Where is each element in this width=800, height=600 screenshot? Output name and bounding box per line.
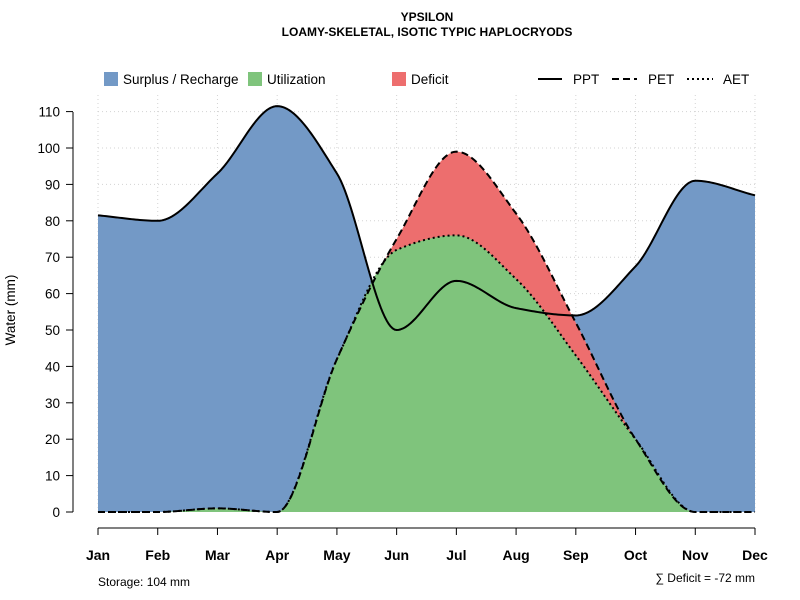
- chart-subtitle: LOAMY-SKELETAL, ISOTIC TYPIC HAPLOCRYODS: [282, 25, 573, 39]
- x-tick-label-mar: Mar: [205, 547, 230, 563]
- legend-label-deficit: Deficit: [411, 72, 449, 87]
- chart-title: YPSILON: [401, 10, 454, 24]
- x-tick-label-jun: Jun: [384, 547, 409, 563]
- axes: [72, 112, 755, 529]
- x-tick-label-nov: Nov: [682, 547, 709, 563]
- x-tick-label-oct: Oct: [624, 547, 648, 563]
- x-tick-label-feb: Feb: [145, 547, 170, 563]
- series-lines: [97, 105, 756, 513]
- y-tick-label-8: 80: [45, 214, 60, 229]
- y-tick-label-1: 10: [45, 469, 60, 484]
- y-tick-label-5: 50: [45, 323, 60, 338]
- series-line-pet: [98, 150, 755, 513]
- x-tick-label-may: May: [323, 547, 350, 563]
- y-tick-label-2: 20: [45, 432, 60, 447]
- legend-label-aet: AET: [723, 72, 749, 87]
- legend-label-surplus: Surplus / Recharge: [123, 72, 239, 87]
- series-line-aet: [98, 234, 755, 513]
- storage-note: Storage: 104 mm: [98, 575, 190, 589]
- x-tick-label-aug: Aug: [502, 547, 529, 563]
- area-utilization: [98, 235, 755, 513]
- legend-label-pet: PET: [648, 72, 674, 87]
- deficit-note: ∑ Deficit = -72 mm: [655, 571, 755, 585]
- y-tick-label-10: 100: [37, 141, 60, 156]
- y-tick-label-6: 60: [45, 287, 60, 302]
- series-line-ppt: [97, 105, 756, 331]
- y-tick-label-11: 110: [38, 105, 60, 120]
- x-tick-label-jan: Jan: [86, 547, 110, 563]
- y-tick-label-0: 0: [52, 505, 60, 520]
- x-tick-label-sep: Sep: [563, 547, 589, 563]
- y-tick-label-7: 70: [45, 250, 60, 265]
- legend-swatch-utilization: [248, 72, 262, 86]
- y-axis-label: Water (mm): [3, 275, 18, 346]
- y-tick-label-3: 30: [45, 396, 60, 411]
- x-tick-label-jul: Jul: [446, 547, 466, 563]
- x-ticks: Jan Feb Mar Apr May Jun Jul Aug Sep Oct Nov Dec: [86, 528, 768, 563]
- y-tick-label-9: 90: [45, 177, 60, 192]
- legend-label-ppt: PPT: [573, 72, 599, 87]
- legend-swatch-deficit: [392, 72, 406, 86]
- y-ticks: 0 10 20 30 40 50 60 70 80 90 100 110: [37, 105, 73, 520]
- area-layer: [98, 106, 755, 513]
- x-tick-label-dec: Dec: [742, 547, 768, 563]
- legend-label-utilization: Utilization: [267, 72, 326, 87]
- legend: Surplus / Recharge Utilization Deficit P…: [104, 72, 749, 87]
- legend-swatch-surplus: [104, 72, 118, 86]
- x-tick-label-apr: Apr: [265, 547, 290, 563]
- y-tick-label-4: 40: [45, 359, 60, 374]
